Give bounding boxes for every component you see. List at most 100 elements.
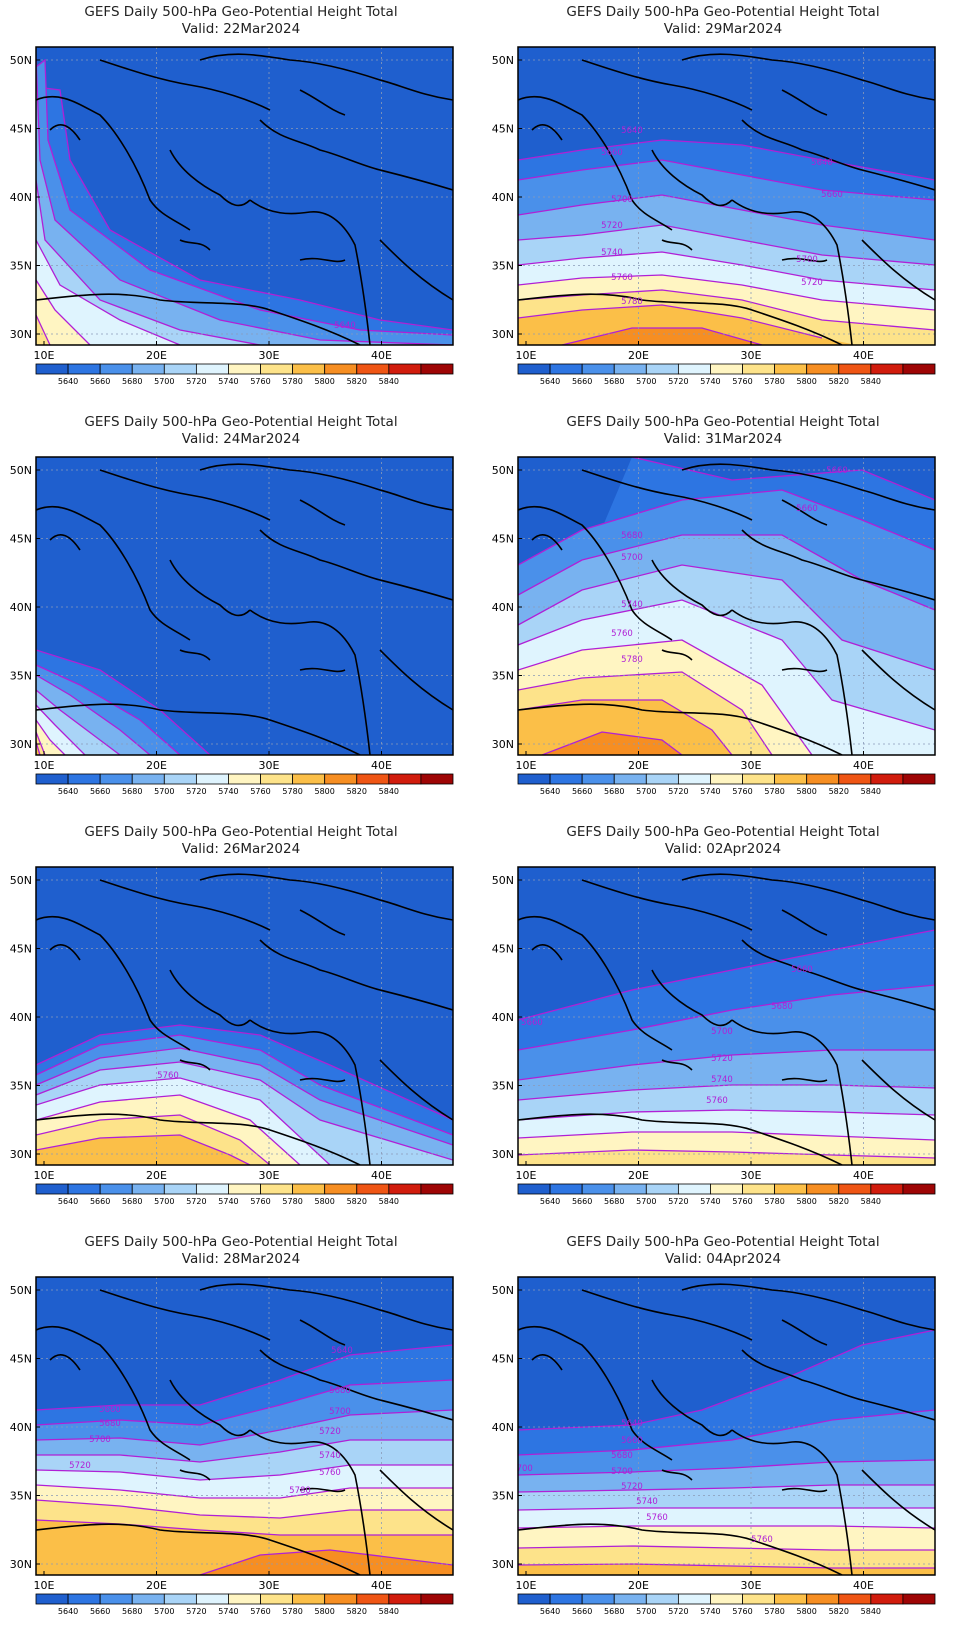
height-band — [518, 1150, 935, 1165]
panel-title: GEFS Daily 500-hPa Geo-Potential Height … — [84, 1234, 398, 1250]
colorbar-swatch — [517, 773, 551, 785]
contour-label: 5760 — [319, 1468, 341, 1478]
lon-tick-label: 10E — [516, 759, 537, 772]
colorbar-swatch — [356, 1183, 390, 1195]
colorbar-swatch — [35, 1593, 69, 1605]
height-band — [200, 1550, 453, 1575]
colorbar-level-label: 5640 — [58, 377, 78, 386]
colorbar-level-label: 5740 — [218, 1197, 238, 1206]
contour-line — [36, 1134, 251, 1165]
colorbar-level-label: 5840 — [861, 787, 881, 796]
colorbar-level-label: 5760 — [250, 377, 270, 386]
contour-line — [518, 224, 935, 266]
colorbar-level-label: 5760 — [732, 1197, 752, 1206]
contour-label: 5640 — [331, 1346, 353, 1356]
colorbar-level-label: 5700 — [154, 787, 174, 796]
colorbar-swatch — [774, 1183, 808, 1195]
lon-tick-label: 40E — [371, 1579, 392, 1592]
map-frame — [517, 1276, 936, 1576]
colorbar-swatch — [902, 773, 936, 785]
contour-line — [518, 159, 935, 201]
contour-label: 5760 — [646, 1513, 668, 1523]
lon-tick-label: 30E — [259, 759, 280, 772]
colorbar-level-label: 5720 — [668, 1607, 688, 1616]
colorbar-swatch — [677, 1183, 711, 1195]
coastline — [36, 53, 453, 345]
height-map: 5640 5660 5680 5700 5700 5720 5740 5760 5760 50N 4… — [492, 1276, 936, 1616]
contour-line — [36, 58, 453, 336]
contour-line — [36, 1114, 271, 1165]
map-frame — [517, 866, 936, 1166]
colorbar-swatch — [228, 363, 261, 375]
map-panel-2: GEFS Daily 500-hPa Geo-Potential Height … — [482, 0, 964, 410]
colorbar-swatch — [742, 363, 776, 375]
colorbar-swatch — [710, 773, 743, 785]
lon-tick-label: 30E — [259, 1579, 280, 1592]
lat-tick-label: 35N — [10, 1490, 32, 1503]
colorbar-level-label: 5780 — [764, 1607, 784, 1616]
contour-label: 5660 — [99, 1405, 121, 1415]
lat-tick-label: 45N — [10, 533, 32, 546]
height-map: 5640 5660 5640 5660 5700 5720 5740 5700 5760 5720… — [492, 46, 936, 386]
contour-label: 5640 — [334, 321, 356, 331]
contour-label: 5740 — [711, 1075, 733, 1085]
lon-tick-label: 10E — [516, 1169, 537, 1182]
colorbar-level-label: 5800 — [315, 1607, 335, 1616]
colorbar-swatch — [35, 1183, 69, 1195]
lon-tick-label: 30E — [741, 1169, 762, 1182]
lon-tick-label: 20E — [628, 1579, 649, 1592]
lat-tick-label: 40N — [492, 191, 514, 204]
valid-date: 31Mar2024 — [705, 431, 783, 447]
colorbar-level-label: 5840 — [861, 377, 881, 386]
colorbar-level-label: 5840 — [379, 787, 399, 796]
height-map: 5640 5680 5660 5700 5680 5720 5700 5740 5720 5760… — [10, 1276, 454, 1616]
colorbar-level-label: 5840 — [861, 1607, 881, 1616]
lat-tick-label: 50N — [10, 464, 32, 477]
contour-label: 5680 — [621, 531, 643, 541]
lat-tick-label: 40N — [492, 1421, 514, 1434]
colorbar-level-label: 5720 — [668, 377, 688, 386]
colorbar-level-label: 5700 — [154, 377, 174, 386]
colorbar-level-label: 5760 — [732, 787, 752, 796]
colorbar-swatch — [902, 1593, 936, 1605]
lon-tick-label: 10E — [34, 349, 55, 362]
colorbar-swatch — [324, 1183, 358, 1195]
coastline — [518, 1283, 935, 1575]
contour-line — [199, 1549, 453, 1575]
colorbar-swatch — [870, 773, 904, 785]
contour-line — [36, 674, 151, 755]
contour-label: 5640 — [621, 1419, 643, 1429]
valid-prefix: Valid: — [181, 1251, 219, 1267]
colorbar-swatch — [195, 773, 229, 785]
lon-tick-label: 30E — [741, 759, 762, 772]
contour-line — [518, 1049, 935, 1081]
colorbar-swatch — [549, 1593, 583, 1605]
colorbar-level-label: 5760 — [732, 1607, 752, 1616]
colorbar-level-label: 5740 — [218, 377, 238, 386]
contour-label: 5780 — [621, 297, 643, 307]
colorbar-level-label: 5760 — [250, 1607, 270, 1616]
colorbar-level-label: 5660 — [90, 377, 110, 386]
contour-line — [518, 289, 935, 331]
colorbar-swatch — [581, 1593, 615, 1605]
contour-line — [36, 1499, 453, 1519]
colorbar-swatch — [356, 1593, 390, 1605]
lon-tick-label: 40E — [853, 1579, 874, 1592]
contour-label: 5680 — [329, 1386, 351, 1396]
panel-title: GEFS Daily 500-hPa Geo-Potential Height … — [566, 4, 880, 20]
lat-tick-label: 35N — [492, 1080, 514, 1093]
colorbar-level-label: 5840 — [379, 1607, 399, 1616]
valid-prefix: Valid: — [663, 21, 701, 37]
colorbar-level-label: 5660 — [572, 1607, 592, 1616]
colorbar-level-label: 5700 — [636, 1197, 656, 1206]
lat-tick-label: 30N — [492, 328, 514, 341]
colorbar-level-label: 5660 — [90, 1197, 110, 1206]
valid-prefix: Valid: — [664, 841, 702, 857]
colorbar-swatch — [324, 1593, 358, 1605]
lat-tick-label: 30N — [10, 328, 32, 341]
colorbar-swatch — [742, 1593, 776, 1605]
colorbar-swatch — [902, 363, 936, 375]
lat-tick-label: 40N — [492, 601, 514, 614]
colorbar-swatch — [356, 773, 390, 785]
